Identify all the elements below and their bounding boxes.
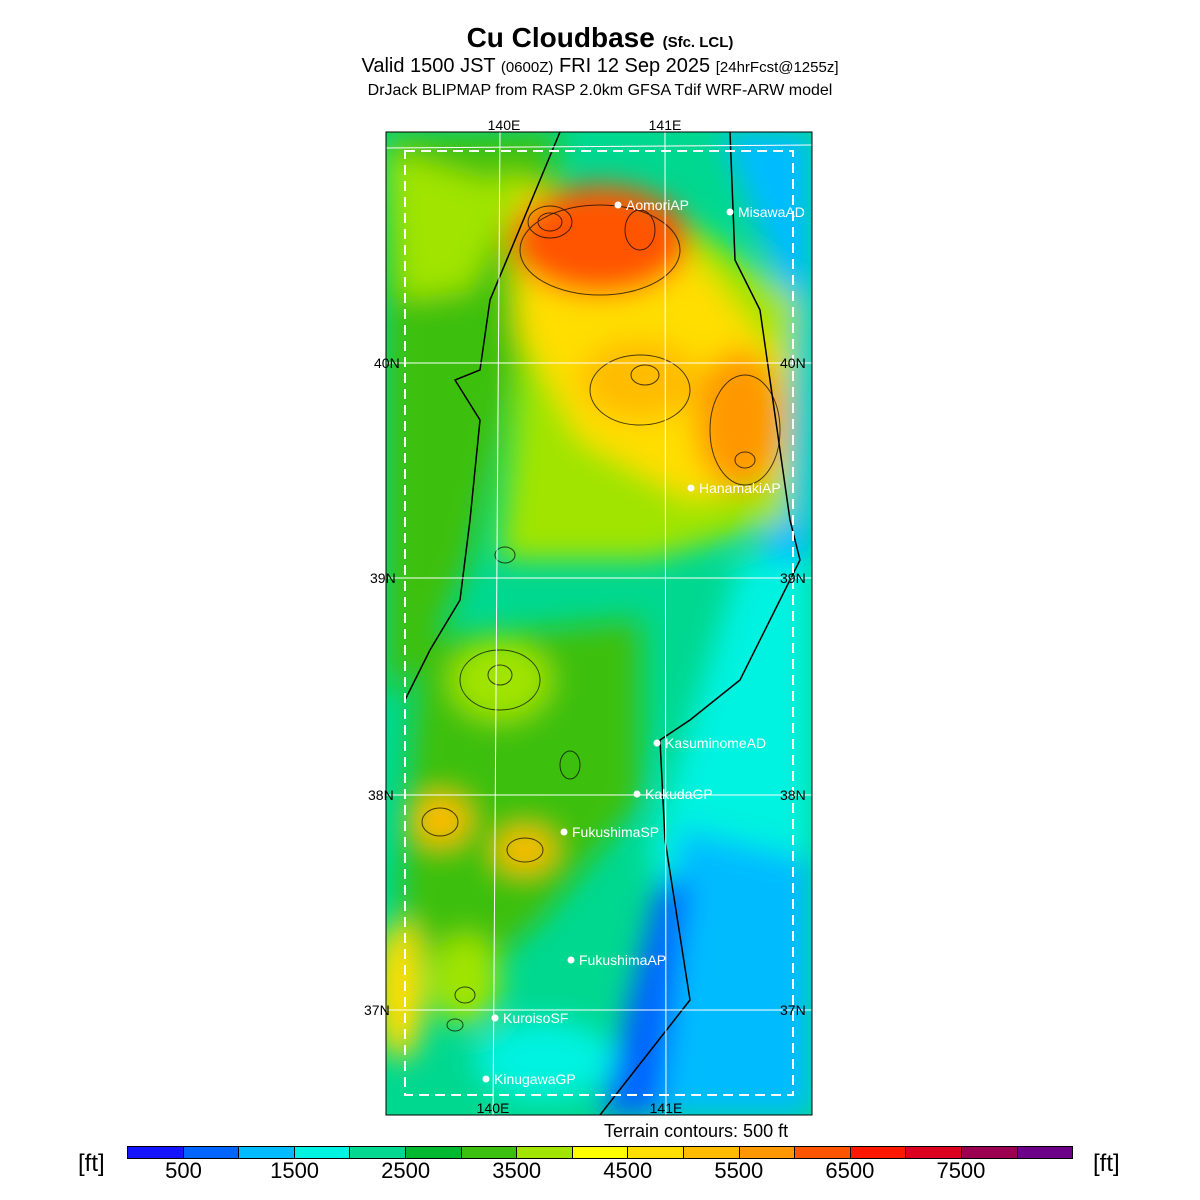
station-label: KinugawaGP [494,1071,576,1087]
colorbar-swatch [628,1147,684,1158]
colorbar-swatch [1017,1147,1073,1158]
colorbar-label: 1500 [270,1158,320,1183]
lat-label: 38N [780,787,806,803]
colorbar-swatch [239,1147,295,1158]
station-label: KasuminomeAD [665,735,766,751]
lat-label: 40N [374,355,400,371]
colorbar-swatch [795,1147,851,1158]
colorbar-swatch [906,1147,962,1158]
colorbar-swatch [683,1147,740,1158]
colorbar-swatch [517,1147,573,1158]
station-label: FukushimaAP [579,952,666,968]
station-marker [482,1075,490,1083]
valid-time: Valid 1500 JST (0600Z) FRI 12 Sep 2025 [… [0,55,1200,78]
lat-label: 38N [368,787,394,803]
title-suffix: (Sfc. LCL) [662,34,734,51]
valid-utc: (0600Z) [500,59,554,76]
station-marker [633,790,641,798]
map-title: Cu Cloudbase (Sfc. LCL) [0,22,1200,54]
station-marker [653,739,661,747]
colorbar-swatch [850,1147,907,1158]
map-frame [385,131,813,1116]
valid-local: Valid 1500 JST [361,55,496,77]
station-label: KakudaGP [645,786,713,802]
station-label: KuroisoSF [503,1010,568,1026]
station-label: HanamakiAP [699,480,781,496]
color-field [386,132,812,1115]
lat-label: 37N [364,1002,390,1018]
lon-label: 140E [488,117,521,133]
station-marker [560,828,568,836]
colorbar-swatch [128,1147,184,1158]
stations: AomoriAP MisawaAD HanamakiAP KasuminomeAD Ka… [482,197,805,1087]
inner-domain-boundary [404,150,794,1096]
lon-label: 140E [477,1100,510,1116]
terrain-contours [421,204,781,1032]
graticule [386,132,812,1115]
lat-label: 40N [780,355,806,371]
station-label: FukushimaSP [572,824,659,840]
lat-label: 39N [780,570,806,586]
unit-label-left: [ft] [78,1150,105,1177]
station-marker [687,484,695,492]
valid-date: FRI 12 Sep 2025 [558,55,711,77]
model-info: DrJack BLIPMAP from RASP 2.0km GFSA Tdif… [367,82,833,99]
coastline-west [404,132,561,701]
colorbar-label: 7500 [936,1158,986,1183]
colorbar-label: 2500 [381,1158,431,1183]
colorbar-label: 5500 [714,1158,764,1183]
unit-label-right: [ft] [1093,1150,1120,1177]
colorbar-label: 6500 [825,1158,875,1183]
station-label: AomoriAP [626,197,689,213]
lat-label: 39N [370,570,396,586]
lon-label: 141E [650,1100,683,1116]
colorbar-swatch [461,1147,518,1158]
colorbar-swatch [294,1147,351,1158]
forecast-info: [24hrFcst@1255z] [715,59,839,76]
colorbar-swatch [405,1147,462,1158]
colorbar-swatch [350,1147,406,1158]
colorbar-swatch [739,1147,796,1158]
colorbar [127,1146,1073,1159]
colorbar-label: 3500 [492,1158,542,1183]
station-marker [614,201,622,209]
axis-labels: 140E 141E 140E 141E 40N 40N 39N 39N 38N … [364,117,806,1116]
terrain-note: Terrain contours: 500 ft [604,1121,789,1141]
coastline [599,132,801,1115]
station-label: MisawaAD [738,204,805,220]
colorbar-swatch [572,1147,629,1158]
title-main: Cu Cloudbase [466,22,655,53]
colorbar-swatch [183,1147,240,1158]
station-marker [491,1014,499,1022]
lat-label: 37N [780,1002,806,1018]
colorbar-label: 500 [165,1158,202,1183]
colorbar-label: 4500 [603,1158,653,1183]
station-marker [726,208,734,216]
lon-label: 141E [649,117,682,133]
station-marker [567,956,575,964]
colorbar-swatch [961,1147,1018,1158]
